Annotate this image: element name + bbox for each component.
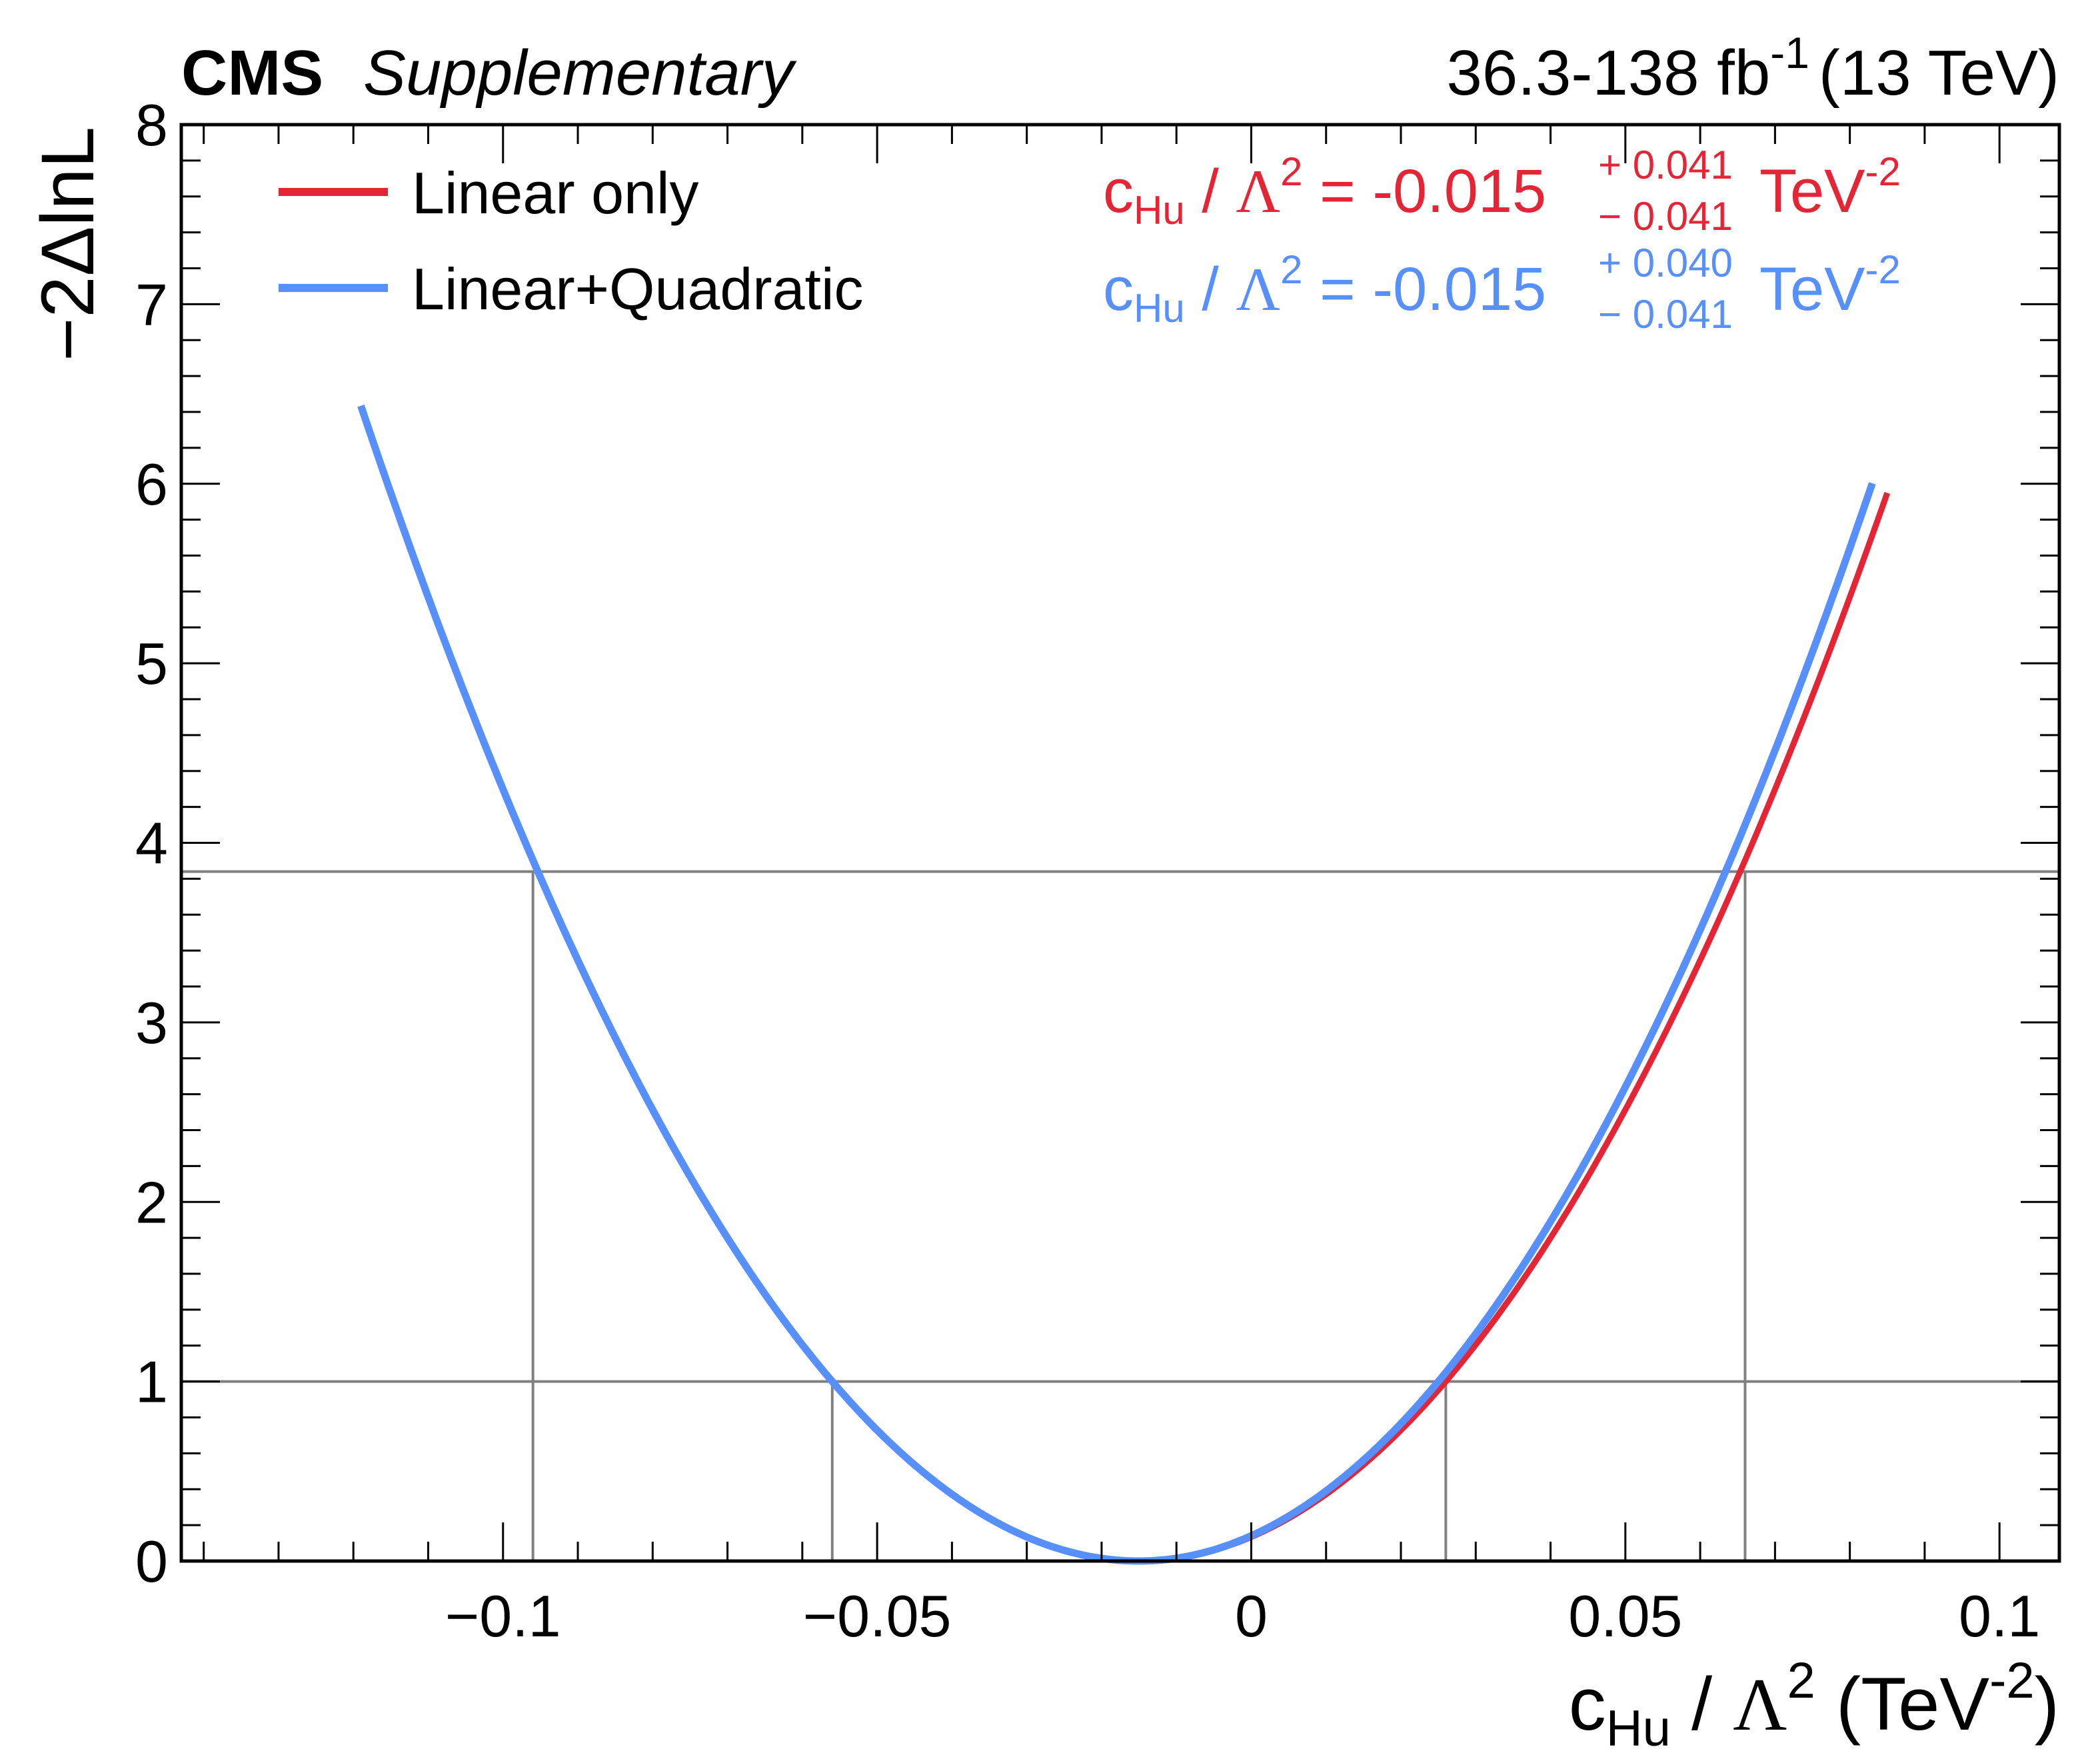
x-label-slash: / (1671, 1662, 1733, 1746)
y-tick-label: 8 (135, 92, 168, 158)
y-tick-label: 2 (135, 1169, 168, 1235)
fit-quad-lambda: Λ (1236, 255, 1280, 323)
x-axis-label: cHu / Λ2 (TeV-2) (1569, 1652, 2059, 1757)
fit-linear-minus: − 0.041 (1598, 194, 1733, 239)
x-tick-label: 0 (1235, 1583, 1268, 1649)
svg-text:TeV-2: TeV-2 (1759, 149, 1901, 225)
fit-quad-pow: 2 (1280, 247, 1302, 292)
lumi-label: 36.3-138 fb-1 (13 TeV) (1447, 28, 2059, 109)
svg-text:TeV-2: TeV-2 (1759, 247, 1901, 323)
fit-quad-minus: − 0.041 (1598, 292, 1733, 337)
fit-linear-unit: TeV (1759, 157, 1865, 225)
y-tick-label: 7 (135, 271, 168, 337)
legend-label-linear: Linear only (412, 160, 699, 226)
x-label-close: ) (2035, 1662, 2059, 1746)
x-label-lambda: Λ (1733, 1664, 1787, 1746)
fit-quad-slash: / (1185, 255, 1236, 323)
fit-quad-sub: Hu (1134, 286, 1185, 331)
y-tick-label: 3 (135, 990, 168, 1056)
fit-linear-slash: / (1185, 157, 1236, 225)
x-tick-label: 0.05 (1568, 1583, 1682, 1649)
legend: Linear only Linear+Quadratic (279, 160, 864, 322)
fit-linear-plus: + 0.041 (1598, 143, 1733, 187)
x-label-pow: 2 (1787, 1652, 1815, 1709)
y-tick-label: 5 (135, 631, 168, 697)
x-tick-label: −0.05 (803, 1583, 952, 1649)
fit-quad-plus: + 0.040 (1598, 241, 1733, 285)
y-tick-label: 1 (135, 1349, 168, 1415)
fit-linear-unit-exp: -2 (1865, 149, 1901, 194)
y-tick-label: 6 (135, 451, 168, 517)
fit-linear-pow: 2 (1280, 149, 1302, 194)
fit-quad-value: = -0.015 (1302, 255, 1546, 323)
svg-text:cHu / Λ2 = -0.015: cHu / Λ2 = -0.015 (1103, 247, 1546, 331)
lumi-value: 36.3-138 fb (1447, 37, 1771, 109)
experiment-label: CMS (181, 37, 323, 109)
svg-text:cHu / Λ2 = -0.015: cHu / Λ2 = -0.015 (1103, 149, 1546, 233)
plot-area (179, 123, 2061, 1565)
x-tick-label: −0.1 (445, 1583, 561, 1649)
y-tick-label: 4 (135, 811, 168, 877)
fit-quad-unit-exp: -2 (1865, 247, 1901, 292)
legend-label-quadratic: Linear+Quadratic (412, 256, 864, 322)
qualifier-label: Supplementary (363, 37, 797, 109)
fit-linear-c: c (1103, 157, 1134, 225)
fit-result-quadratic: cHu / Λ2 = -0.015 + 0.040 − 0.041 TeV-2 (1103, 241, 1901, 337)
y-axis-label: −2ΔlnL (26, 127, 109, 361)
x-label-unit-exp: -2 (1989, 1652, 2035, 1709)
fit-linear-lambda: Λ (1236, 157, 1280, 225)
plot-frame (179, 123, 2061, 1563)
fit-linear-value: = -0.015 (1302, 157, 1546, 225)
x-tick-label: 0.1 (1959, 1583, 2040, 1649)
fit-linear-sub: Hu (1134, 188, 1185, 233)
x-label-unit: (TeV (1815, 1662, 1990, 1746)
x-label-c: c (1569, 1662, 1606, 1746)
curve-quadratic (357, 405, 1876, 1565)
y-tick-label: 0 (135, 1528, 168, 1594)
lumi-exponent: -1 (1770, 28, 1809, 77)
fit-quad-c: c (1103, 255, 1134, 323)
fit-quad-unit: TeV (1759, 255, 1865, 323)
fit-result-linear: cHu / Λ2 = -0.015 + 0.041 − 0.041 TeV-2 (1103, 143, 1901, 239)
lumi-energy: (13 TeV) (1819, 37, 2059, 109)
x-label-sub: Hu (1606, 1700, 1671, 1757)
